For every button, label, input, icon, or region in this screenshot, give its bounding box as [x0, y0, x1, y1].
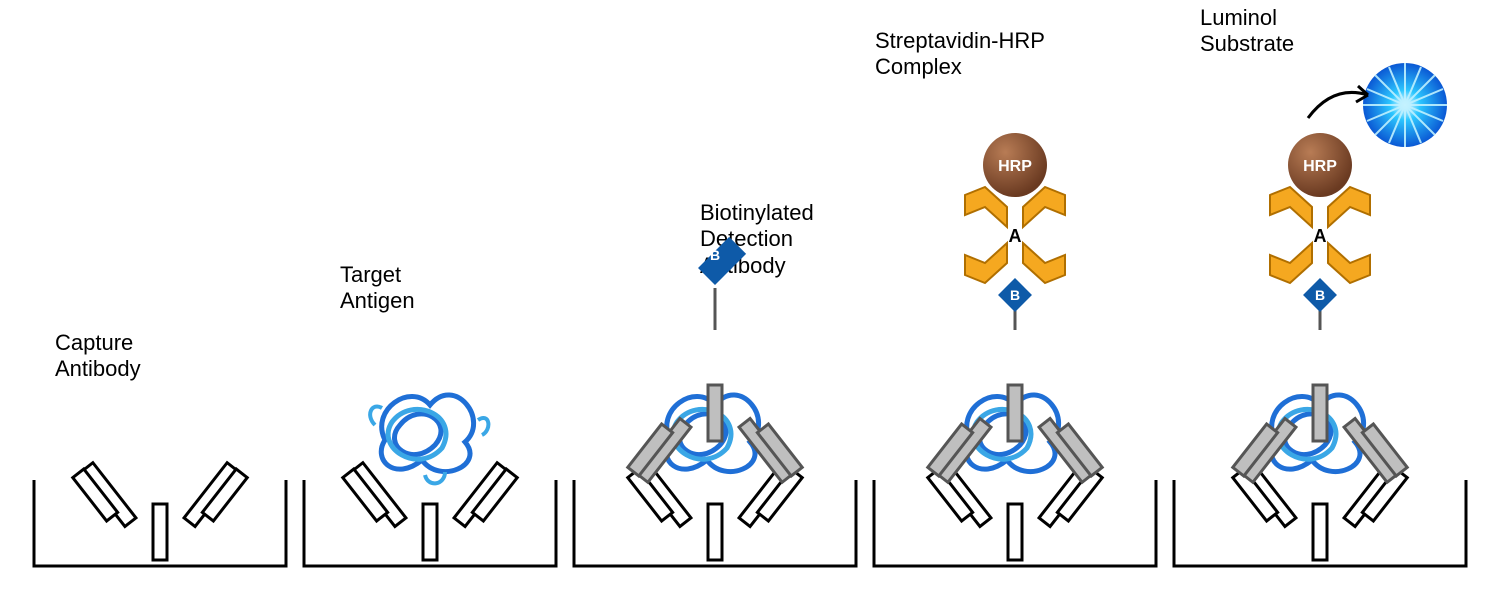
biotin-letter: B [1315, 287, 1325, 303]
panel-step-2 [300, 30, 560, 570]
elisa-diagram: Capture Antibody Target Antigen Biotinyl… [0, 0, 1500, 600]
biotin-letter: B [1010, 287, 1020, 303]
capture-antibody-icon [928, 463, 1102, 560]
hrp-icon: HRP [1288, 133, 1352, 197]
capture-antibody-icon [73, 463, 247, 560]
streptavidin-icon: A [1270, 187, 1370, 283]
streptavidin-letter: A [1009, 226, 1022, 246]
hrp-text: HRP [1303, 158, 1337, 175]
biotin-icon: B [998, 278, 1032, 330]
biotin-letter: B [710, 247, 720, 263]
biotin-icon: B [1303, 278, 1337, 330]
biotin-icon: B [698, 237, 746, 330]
well-4-icon: B A HRP [870, 30, 1160, 570]
streptavidin-icon: A [965, 187, 1065, 283]
panel-step-1 [30, 30, 290, 570]
well-3-icon: B [570, 30, 860, 570]
capture-antibody-icon [1233, 463, 1407, 560]
antigen-icon [370, 395, 488, 483]
reaction-arrow-icon [1308, 86, 1368, 118]
capture-antibody-icon [628, 463, 802, 560]
well-1-icon [30, 30, 290, 570]
hrp-icon: HRP [983, 133, 1047, 197]
panel-step-3: B [570, 30, 860, 570]
hrp-text: HRP [998, 158, 1032, 175]
panel-step-5: B A HRP [1170, 30, 1470, 570]
panel-step-4: B A HRP [870, 30, 1160, 570]
well-5-icon: B A HRP [1170, 30, 1470, 570]
capture-antibody-icon [343, 463, 517, 560]
luminol-glow-icon [1363, 63, 1447, 147]
streptavidin-letter: A [1314, 226, 1327, 246]
well-2-icon [300, 30, 560, 570]
